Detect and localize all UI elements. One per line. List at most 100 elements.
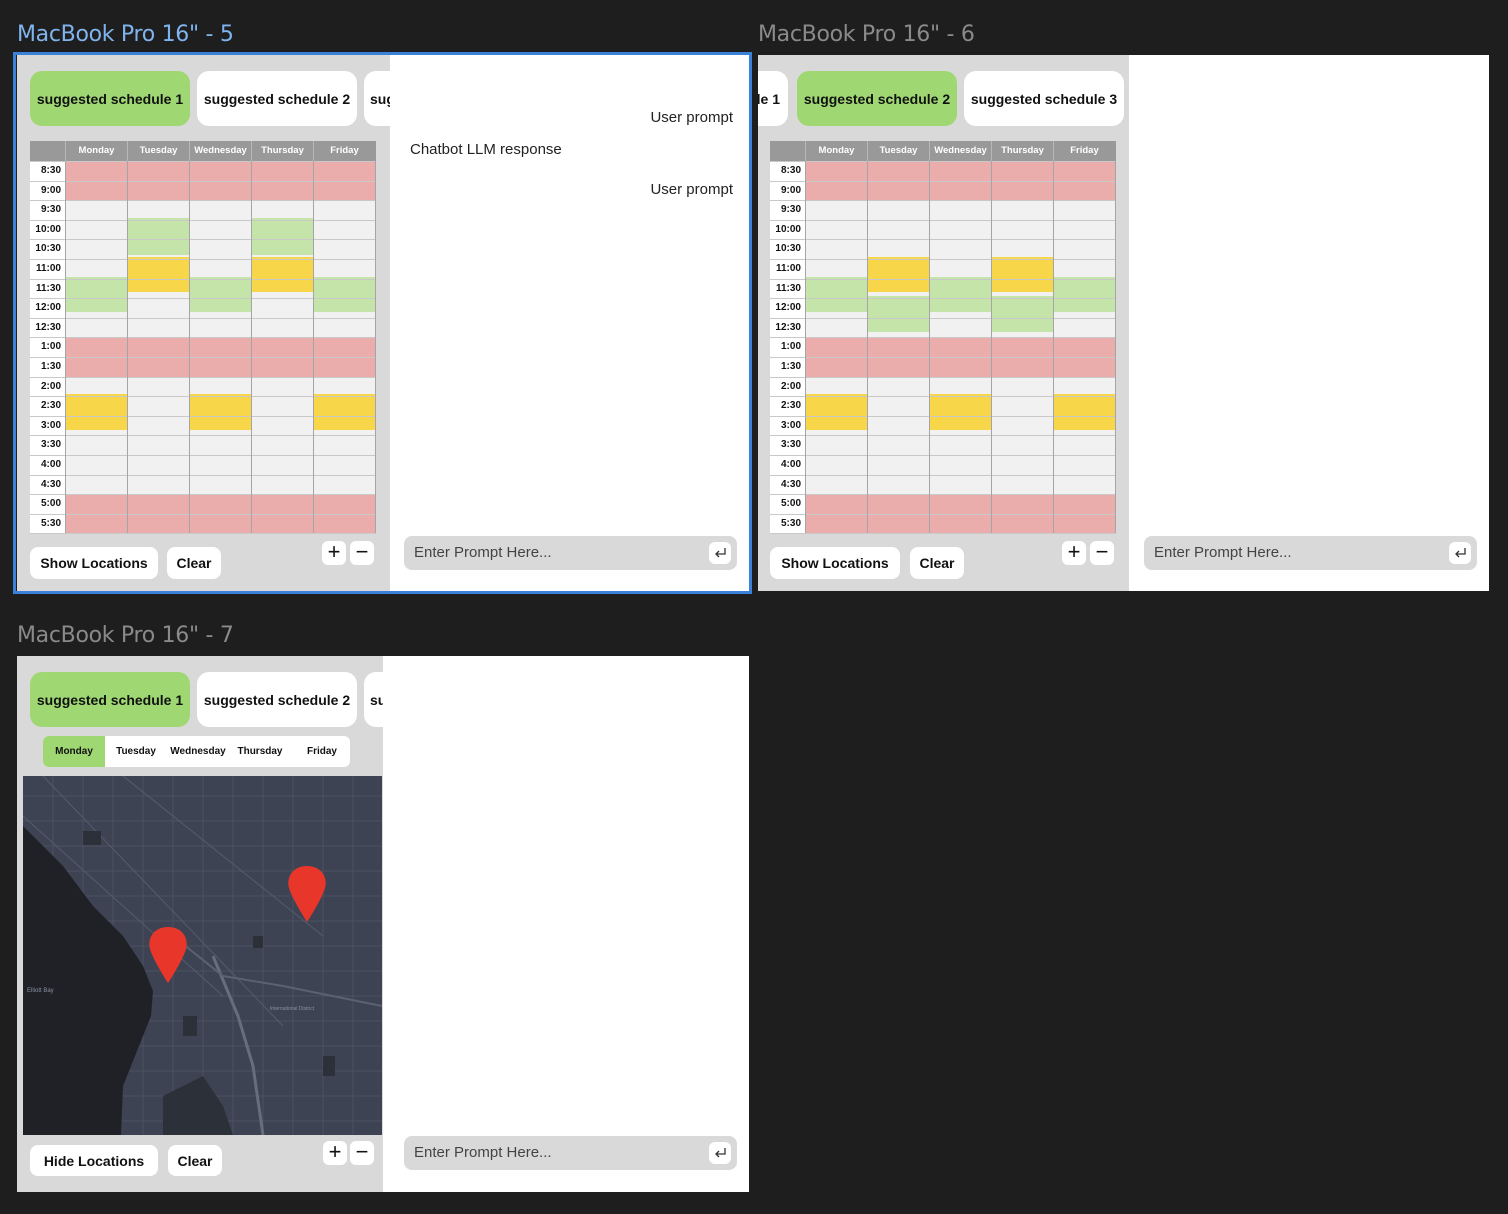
schedule-block-busy[interactable]: [805, 494, 867, 534]
tab-suggested-schedule-2[interactable]: suggested schedule 2: [197, 672, 357, 727]
time-label: 12:00: [775, 302, 801, 314]
prompt-input[interactable]: Enter Prompt Here...: [404, 1136, 737, 1170]
time-label: 12:00: [35, 302, 61, 314]
schedule-block-event[interactable]: [929, 394, 991, 430]
schedule-block-suggested[interactable]: [313, 276, 375, 312]
zoom-in-button[interactable]: +: [322, 541, 346, 565]
zoom-out-button[interactable]: −: [1090, 541, 1114, 565]
tab-suggested-schedule-3[interactable]: sug: [364, 672, 383, 727]
clear-button[interactable]: Clear: [167, 547, 221, 579]
schedule-block-suggested[interactable]: [251, 217, 313, 256]
zoom-in-button[interactable]: +: [323, 1141, 347, 1165]
schedule-block-event[interactable]: [189, 394, 251, 430]
grid-row-line: [770, 494, 1116, 496]
time-label: 11:30: [35, 282, 61, 294]
time-label: 10:30: [775, 243, 801, 255]
schedule-block-event[interactable]: [1053, 394, 1115, 430]
grid-row-line: [770, 474, 1116, 476]
enter-icon[interactable]: [1449, 542, 1471, 564]
tab-suggested-schedule-2[interactable]: suggested schedule 2: [797, 71, 957, 126]
schedule-block-busy[interactable]: [65, 494, 127, 534]
schedule-block-busy[interactable]: [991, 494, 1053, 534]
time-label: 1:30: [40, 361, 61, 372]
tab-suggested-schedule-3[interactable]: suggested schedule 3: [964, 71, 1124, 126]
tab-suggested-schedule-3[interactable]: sug: [364, 71, 390, 126]
zoom-out-button[interactable]: −: [350, 541, 374, 565]
schedule-block-busy[interactable]: [189, 494, 251, 534]
schedule-block-suggested[interactable]: [1053, 276, 1115, 312]
clear-button[interactable]: Clear: [168, 1145, 222, 1176]
schedule-panel: le 1 suggested schedule 2 suggested sche…: [758, 55, 1129, 591]
schedule-block-suggested[interactable]: [127, 217, 189, 256]
schedule-block-busy[interactable]: [251, 337, 313, 377]
day-tab-tuesday[interactable]: Tuesday: [116, 746, 156, 757]
enter-icon[interactable]: [709, 542, 731, 564]
time-label: 10:00: [35, 223, 61, 235]
grid-row-line: [770, 298, 1116, 300]
tab-suggested-schedule-1[interactable]: suggested schedule 1: [30, 672, 190, 727]
schedule-block-busy[interactable]: [313, 494, 375, 534]
day-tab-thursday[interactable]: Thursday: [237, 746, 283, 757]
prompt-placeholder: Enter Prompt Here...: [1154, 544, 1292, 561]
day-tab-wednesday[interactable]: Wednesday: [170, 746, 226, 757]
day-tab-monday[interactable]: Monday: [43, 736, 105, 767]
calendar-header: [770, 141, 1116, 161]
schedule-block-suggested[interactable]: [189, 276, 251, 312]
zoom-out-button[interactable]: −: [350, 1141, 374, 1165]
hide-locations-button[interactable]: Hide Locations: [30, 1145, 158, 1176]
schedule-block-busy[interactable]: [991, 337, 1053, 377]
grid-col-line: [127, 161, 128, 533]
grid-row-line: [770, 357, 1116, 358]
chat-panel: Enter Prompt Here...: [1129, 55, 1489, 591]
day-selector: Monday Tuesday Wednesday Thursday Friday: [43, 736, 350, 767]
day-tab-friday[interactable]: Friday: [306, 746, 337, 757]
schedule-block-event[interactable]: [65, 394, 127, 430]
schedule-block-suggested[interactable]: [991, 296, 1053, 332]
grid-row-line: [30, 219, 376, 221]
time-label: 8:30: [780, 165, 801, 176]
tab-suggested-schedule-1[interactable]: suggested schedule 1: [30, 71, 190, 126]
show-locations-button[interactable]: Show Locations: [30, 547, 158, 579]
frame-title-6: MacBook Pro 16" - 6: [758, 22, 975, 47]
tab-suggested-schedule-2[interactable]: suggested schedule 2: [197, 71, 357, 126]
schedule-block-event[interactable]: [805, 394, 867, 430]
schedule-block-busy[interactable]: [127, 337, 189, 377]
show-locations-button[interactable]: Show Locations: [770, 547, 900, 579]
prompt-input[interactable]: Enter Prompt Here...: [404, 536, 737, 570]
schedule-block-suggested[interactable]: [929, 276, 991, 312]
schedule-block-event[interactable]: [991, 257, 1053, 293]
schedule-block-suggested[interactable]: [805, 276, 867, 312]
time-label: 2:00: [780, 380, 801, 392]
schedule-block-busy[interactable]: [127, 494, 189, 534]
schedule-block-busy[interactable]: [805, 337, 867, 377]
schedule-block-busy[interactable]: [929, 337, 991, 377]
grid-row-line: [30, 180, 376, 182]
clear-button[interactable]: Clear: [910, 547, 964, 579]
schedule-block-busy[interactable]: [65, 337, 127, 377]
schedule-block-busy[interactable]: [1053, 494, 1115, 534]
prompt-placeholder: Enter Prompt Here...: [414, 1144, 552, 1161]
schedule-block-busy[interactable]: [313, 337, 375, 377]
schedule-block-suggested[interactable]: [867, 296, 929, 332]
day-header-friday: Friday: [313, 141, 375, 161]
schedule-block-event[interactable]: [251, 257, 313, 293]
schedule-block-busy[interactable]: [867, 337, 929, 377]
zoom-in-button[interactable]: +: [1062, 541, 1086, 565]
schedule-block-event[interactable]: [867, 257, 929, 293]
schedule-block-busy[interactable]: [867, 494, 929, 534]
grid-col-line: [1053, 161, 1054, 533]
prompt-input[interactable]: Enter Prompt Here...: [1144, 536, 1477, 570]
chatbot-response-message: Chatbot LLM response: [410, 141, 562, 158]
schedule-block-busy[interactable]: [189, 337, 251, 377]
schedule-block-busy[interactable]: [929, 494, 991, 534]
tab-suggested-schedule-1[interactable]: le 1: [758, 71, 788, 126]
schedule-block-event[interactable]: [127, 257, 189, 293]
location-pin-icon: [288, 866, 326, 922]
schedule-block-event[interactable]: [313, 394, 375, 430]
time-label: 8:30: [40, 165, 61, 176]
schedule-block-busy[interactable]: [251, 494, 313, 534]
schedule-block-busy[interactable]: [1053, 337, 1115, 377]
schedule-block-suggested[interactable]: [65, 276, 127, 312]
enter-icon[interactable]: [709, 1142, 731, 1164]
map-view[interactable]: Elliott Bay International District: [23, 776, 382, 1135]
